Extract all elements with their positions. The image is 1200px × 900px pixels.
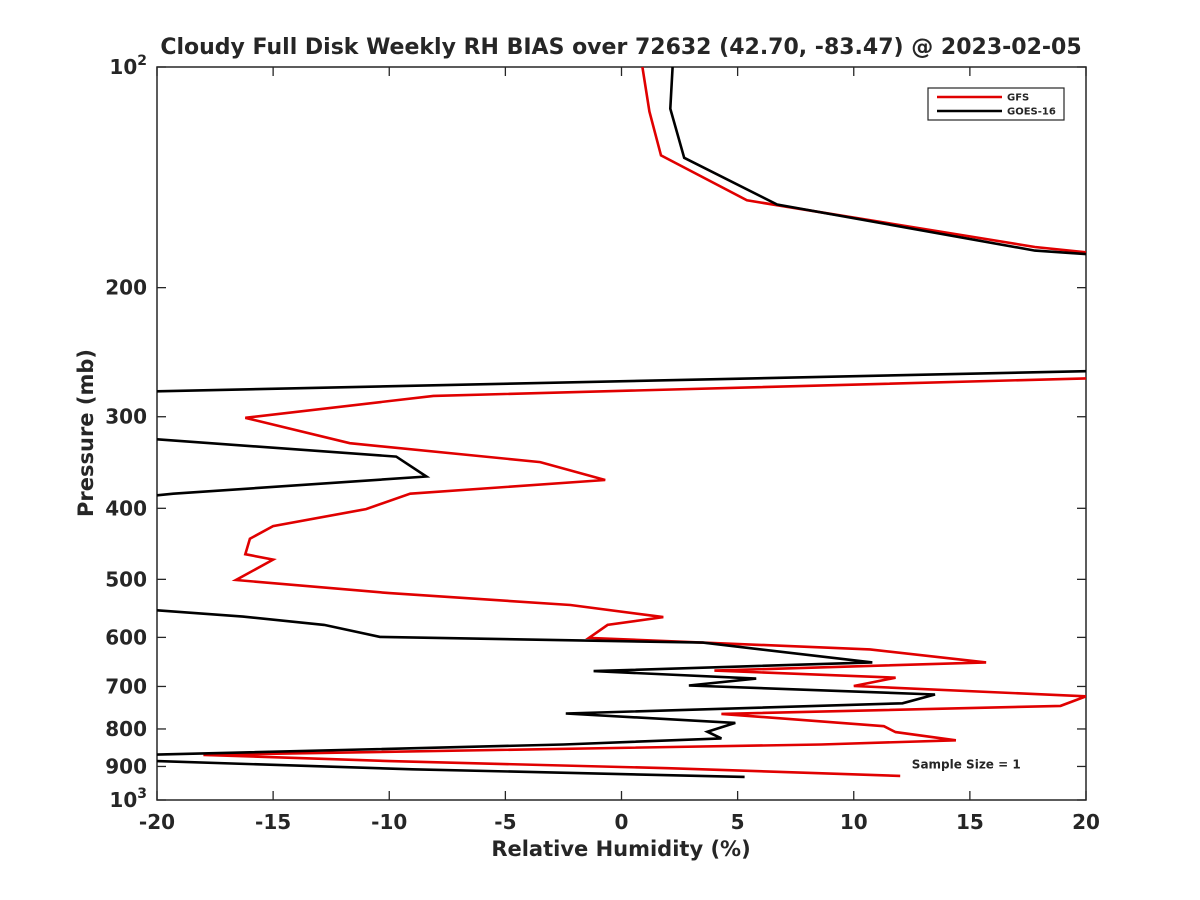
x-tick-label: -20	[139, 810, 175, 834]
chart-title: Cloudy Full Disk Weekly RH BIAS over 726…	[160, 35, 1081, 60]
y-tick-label: 600	[105, 625, 147, 649]
y-tick-label: 102	[109, 53, 147, 79]
series-line-goes16-segment-4	[157, 609, 936, 756]
x-tick-label: 15	[956, 810, 984, 834]
y-tick-label: 400	[105, 496, 147, 520]
y-tick-label: 900	[105, 754, 147, 778]
y-tick-label: 500	[105, 567, 147, 591]
sample-size-annotation: Sample Size = 1	[912, 757, 1021, 771]
x-tick-label: 10	[840, 810, 868, 834]
legend: GFS GOES-16	[927, 87, 1065, 121]
series-line-gfs-segment-1	[641, 67, 1086, 254]
y-tick-label: 800	[105, 717, 147, 741]
y-axis: 102 200 300 400 500 600 700 800 900 103	[105, 53, 1086, 812]
legend-label-gfs: GFS	[1007, 93, 1029, 104]
series-line-goes16-segment-3	[157, 438, 431, 497]
y-tick-label: 103	[109, 786, 147, 812]
x-tick-label: 5	[731, 810, 745, 834]
x-tick-label: -15	[255, 810, 291, 834]
y-tick-label: 700	[105, 674, 147, 698]
series-line-goes16-segment-2	[157, 369, 1086, 393]
x-axis-label: Relative Humidity (%)	[491, 837, 750, 861]
series-line-goes16-segment-1	[668, 67, 1086, 256]
x-tick-label: -5	[494, 810, 516, 834]
series-line-gfs-segment-2	[203, 377, 1086, 778]
y-tick-label: 200	[105, 276, 147, 300]
series-layer	[157, 67, 1086, 779]
x-axis: -20 -15 -10 -5 0 5 10 15 20	[139, 67, 1100, 834]
y-axis-label: Pressure (mb)	[74, 349, 98, 517]
legend-box	[927, 87, 1065, 121]
series-line-goes16-segment-5	[157, 759, 745, 779]
x-tick-label: 20	[1072, 810, 1100, 834]
x-tick-label: -10	[371, 810, 407, 834]
x-tick-label: 0	[615, 810, 629, 834]
legend-label-goes16: GOES-16	[1007, 107, 1056, 118]
y-tick-label: 300	[105, 405, 147, 429]
